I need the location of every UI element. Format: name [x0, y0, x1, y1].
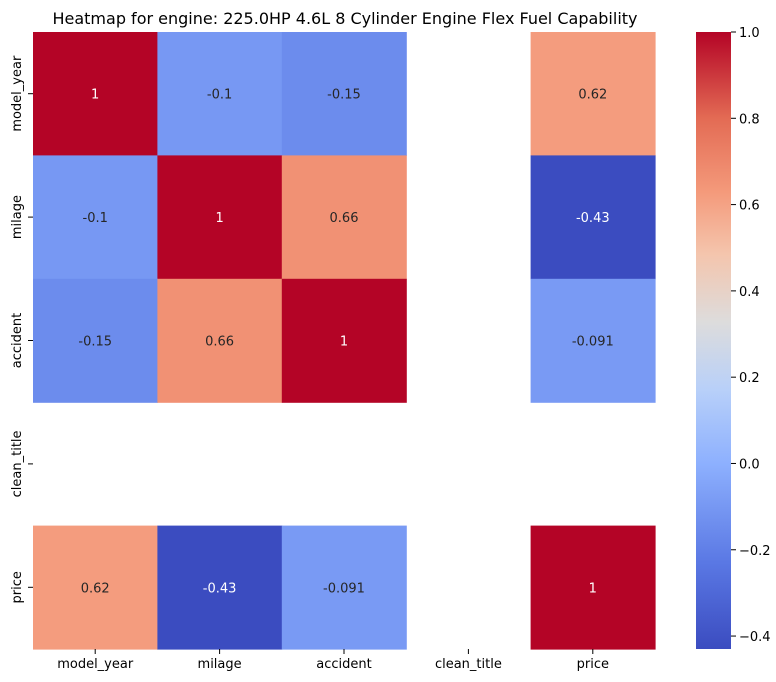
cell-annotation: 0.66 [330, 211, 359, 226]
heatmap-cell [33, 525, 158, 650]
heatmap-cell [281, 525, 407, 650]
colorbar-ticks: 1.0 0.8 0.6 0.4 0.2 0.0 −0.2 −0.4 [731, 26, 771, 645]
colorbar [696, 32, 731, 649]
colorbar-tick-label: 0.4 [739, 285, 760, 300]
heatmap-cell [530, 32, 656, 156]
heatmap-cell [530, 525, 656, 650]
cell-annotation: 0.66 [205, 335, 234, 350]
cell-annotation: -0.091 [323, 581, 365, 596]
heatmap-cell [281, 278, 407, 403]
heatmap-cell [281, 155, 407, 280]
heatmap-cell [281, 32, 407, 156]
y-tick-label: clean_title [10, 430, 25, 497]
heatmap-cell [157, 278, 283, 403]
x-tick-label: accident [316, 657, 371, 672]
cell-annotation: 1 [215, 211, 223, 226]
heatmap-cell [157, 525, 283, 650]
colorbar-tick-label: 0.8 [739, 112, 760, 127]
chart-title: Heatmap for engine: 225.0HP 4.6L 8 Cylin… [52, 9, 637, 28]
colorbar-tick-label: −0.4 [739, 630, 771, 645]
cell-annotation: 1 [91, 88, 99, 103]
heatmap-cells [33, 32, 656, 650]
y-tick-label: milage [10, 195, 25, 239]
heatmap-cell [33, 32, 158, 156]
cell-annotation: -0.15 [78, 335, 112, 350]
cell-annotation: -0.091 [572, 335, 614, 350]
heatmap-annotations: 1 -0.1 -0.15 0.62 -0.1 1 0.66 -0.43 -0.15 0.66 1 -0… [78, 88, 613, 597]
cell-annotation: -0.15 [327, 88, 361, 103]
cell-annotation: -0.43 [203, 581, 237, 596]
cell-annotation: 0.62 [578, 88, 607, 103]
colorbar-tick-label: 0.2 [739, 371, 760, 386]
x-tick-label: model_year [57, 657, 134, 672]
heatmap-cell [157, 155, 283, 280]
cell-annotation: -0.43 [576, 211, 610, 226]
cell-annotation: -0.1 [83, 211, 108, 226]
cell-annotation: -0.1 [207, 88, 232, 103]
y-tick-label: price [10, 571, 25, 603]
y-tick-label: accident [10, 313, 25, 368]
cell-annotation: 0.62 [81, 581, 110, 596]
colorbar-tick-label: 0.0 [739, 457, 760, 472]
heatmap-cell [33, 155, 158, 280]
cell-annotation: 1 [589, 581, 597, 596]
colorbar-tick-label: 0.6 [739, 199, 760, 214]
y-tick-label: model_year [10, 55, 25, 132]
heatmap-cell [530, 278, 656, 403]
heatmap-cell [157, 32, 283, 156]
x-axis-ticks: model_year milage accident clean_title price [57, 649, 609, 672]
colorbar-tick-label: −0.2 [739, 544, 771, 559]
heatmap-cell [33, 278, 158, 403]
heatmap-cell [530, 155, 656, 280]
colorbar-tick-label: 1.0 [739, 26, 760, 41]
x-tick-label: clean_title [435, 657, 502, 672]
x-tick-label: price [577, 657, 609, 672]
x-tick-label: milage [198, 657, 242, 672]
cell-annotation: 1 [340, 335, 348, 350]
